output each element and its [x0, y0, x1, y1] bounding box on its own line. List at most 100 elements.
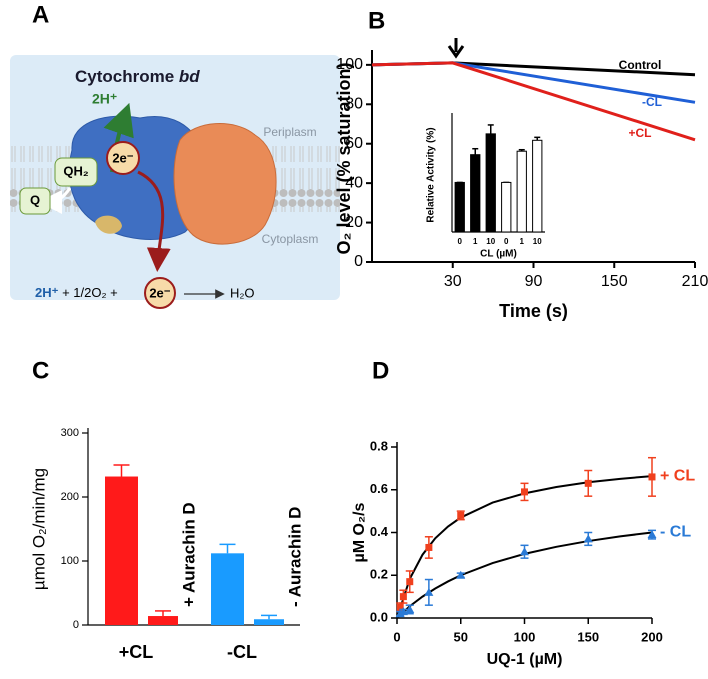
data-line — [371, 61, 696, 142]
y-tick-label: 0.6 — [370, 481, 388, 496]
y-tick-label: 20 — [345, 214, 363, 231]
y-tick-label: 80 — [345, 96, 363, 113]
bar-annotation: - Aurachin D — [285, 507, 304, 607]
electron-circle — [144, 277, 176, 309]
y-tick-label: 200 — [61, 491, 79, 503]
data-point — [648, 473, 656, 481]
bar — [470, 154, 481, 233]
series-label: + CL — [660, 467, 695, 484]
protein-subunit — [95, 215, 122, 234]
x-tick-label: 50 — [454, 629, 468, 644]
equation-mid: + 1/2O₂ + — [58, 285, 117, 300]
quinone-arrow — [38, 187, 72, 214]
qh2-label: QH₂ — [63, 163, 89, 178]
x-tick-label: 30 — [444, 273, 462, 290]
series-label: -CL — [642, 95, 662, 109]
bar — [105, 476, 138, 625]
panel-label: B — [368, 7, 385, 34]
y-tick-label: 0.2 — [370, 567, 388, 582]
bar — [501, 181, 512, 233]
bar — [454, 181, 465, 233]
y-axis-label: µmol O₂/min/mg — [29, 468, 48, 590]
title-em: bd — [179, 67, 200, 86]
x-tick-label: 150 — [577, 629, 599, 644]
x-tick-label: 10 — [486, 237, 495, 246]
data-point — [456, 570, 466, 579]
x-tick-label: 90 — [525, 273, 543, 290]
x-tick-label: 1 — [520, 237, 525, 246]
data-point — [425, 543, 433, 551]
addition-arrow — [447, 38, 465, 59]
bar — [532, 139, 543, 233]
x-tick-label: 150 — [601, 273, 628, 290]
equation: 2H⁺ + 1/2O₂ + — [35, 285, 118, 300]
y-axis-label: O₂ level (% saturation) — [334, 62, 354, 254]
y-tick-label: 0.0 — [370, 609, 388, 624]
qh2-box — [54, 157, 98, 187]
x-tick-label: 1 — [473, 237, 478, 246]
series-label: - CL — [660, 524, 691, 541]
x-tick-label: +CL — [119, 642, 154, 662]
q-box — [19, 187, 51, 215]
data-point — [405, 604, 415, 613]
y-tick-label: 60 — [345, 135, 363, 152]
data-point — [583, 534, 593, 543]
bar — [211, 553, 244, 625]
series-label: +CL — [628, 126, 651, 140]
electron-label: 2e⁻ — [112, 150, 133, 165]
x-tick-label: 0 — [393, 629, 400, 644]
x-tick-label: -CL — [227, 642, 257, 662]
y-tick-label: 0 — [73, 619, 79, 631]
q-label: Q — [30, 192, 40, 207]
data-point — [396, 603, 404, 611]
bar-annotation: + Aurachin D — [179, 502, 198, 607]
y-tick-label: 40 — [345, 174, 363, 191]
x-tick-label: 100 — [514, 629, 536, 644]
equation-product: H₂O — [230, 285, 255, 300]
y-tick-label: 300 — [61, 427, 79, 439]
y-axis-label: µM O₂/s — [351, 502, 368, 562]
title-text: Cytochrome — [75, 67, 179, 86]
series-label: Control — [619, 58, 662, 72]
data-point — [521, 488, 528, 496]
data-point — [406, 578, 414, 586]
x-tick-label: 0 — [458, 237, 463, 246]
panel-label: A — [32, 1, 49, 28]
y-axis-label: Relative Activity (%) — [426, 127, 437, 222]
y-tick-label: 0.4 — [370, 524, 389, 539]
data-point — [647, 530, 657, 539]
bar — [516, 150, 527, 233]
panel-label: C — [32, 357, 49, 384]
equation-electrons: 2e⁻ — [149, 285, 170, 300]
y-tick-label: 100 — [61, 555, 79, 567]
data-point — [399, 593, 407, 601]
x-axis-label: Time (s) — [499, 301, 568, 321]
x-tick-label: 10 — [533, 237, 542, 246]
protein-subunit — [173, 123, 277, 245]
y-tick-label: 0 — [354, 253, 363, 270]
bar — [254, 619, 284, 625]
bar — [485, 133, 496, 233]
diagram-title: Cytochrome bd — [75, 67, 200, 86]
x-tick-label: 200 — [641, 629, 663, 644]
electron-arrow — [137, 170, 171, 272]
y-tick-label: 100 — [336, 56, 363, 73]
y-tick-label: 0.8 — [370, 438, 388, 453]
x-axis-label: UQ-1 (µM) — [487, 651, 563, 668]
fit-curve — [396, 475, 653, 619]
bar — [148, 616, 178, 625]
region-label: Periplasm — [263, 125, 316, 139]
data-point — [424, 587, 434, 596]
data-point — [457, 511, 465, 519]
proton-label: 2H⁺ — [92, 91, 117, 107]
electron-circle — [106, 141, 140, 175]
x-tick-label: 0 — [504, 237, 509, 246]
data-point — [520, 547, 529, 556]
region-label: Cytoplasm — [262, 232, 319, 246]
data-point — [584, 479, 592, 487]
fit-curve — [396, 531, 653, 619]
panel-label: D — [372, 357, 389, 384]
x-tick-label: 210 — [682, 273, 708, 290]
diagram: Cytochrome bd 2H⁺ Periplasm Cytoplasm QH… — [10, 55, 340, 309]
